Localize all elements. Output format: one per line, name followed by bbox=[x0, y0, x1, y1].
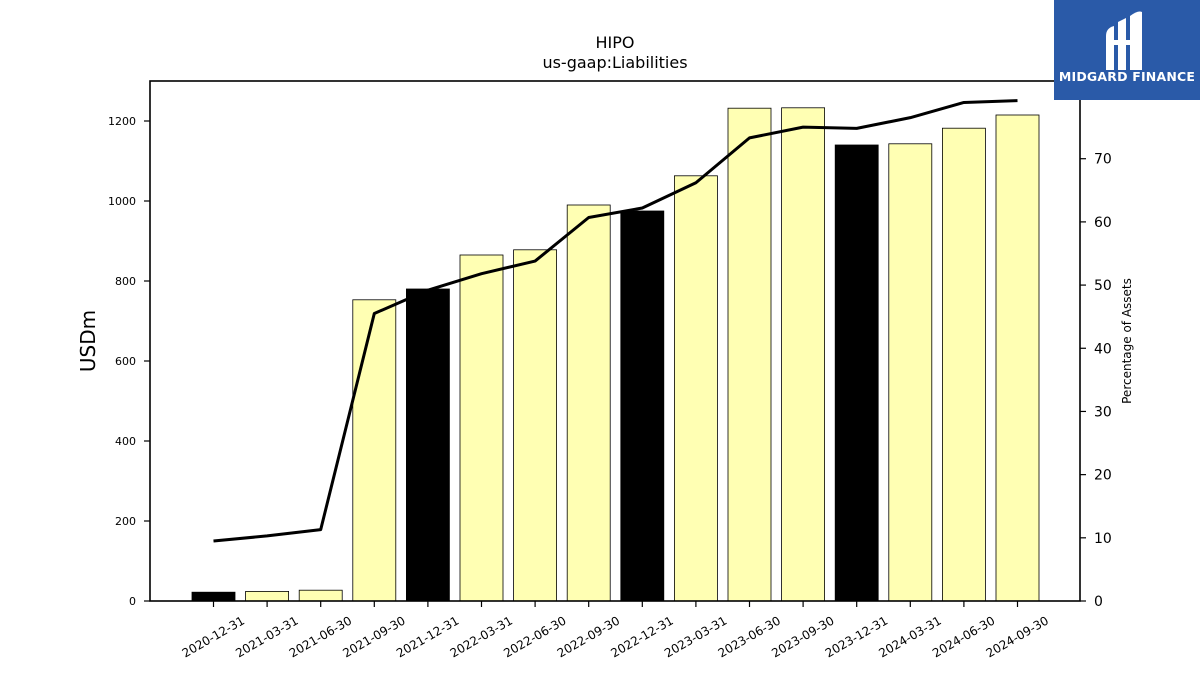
bar-2021-09-30 bbox=[352, 299, 397, 602]
bar-2022-03-31 bbox=[459, 254, 504, 602]
midgard-m-icon bbox=[1106, 11, 1142, 70]
y2-tick-label-10: 10 bbox=[1094, 531, 1112, 547]
brand-name: MIDGARD FINANCE bbox=[1058, 69, 1196, 84]
bar-2024-03-31 bbox=[888, 143, 933, 602]
y2-tick-label-60: 60 bbox=[1094, 215, 1112, 231]
y2-axis-label: Percentage of Assets bbox=[1120, 278, 1134, 404]
y2-tick-label-0: 0 bbox=[1094, 594, 1103, 610]
y-tick-label-1000: 1000 bbox=[108, 195, 136, 208]
bar-2021-06-30 bbox=[298, 589, 343, 602]
bar-2022-06-30 bbox=[513, 249, 557, 602]
bar-2021-03-31 bbox=[245, 591, 290, 602]
y2-tick-label-30: 30 bbox=[1094, 404, 1112, 420]
bar-2024-06-30 bbox=[942, 127, 986, 602]
bar-2020-12-31 bbox=[191, 591, 236, 602]
chart-subtitle: us-gaap:Liabilities bbox=[542, 53, 687, 72]
y2-tick-label-50: 50 bbox=[1094, 278, 1112, 294]
line-group bbox=[213, 99, 1018, 543]
y2-tick-label-20: 20 bbox=[1094, 468, 1112, 484]
y-tick-label-800: 800 bbox=[115, 275, 136, 288]
bar-2023-12-31 bbox=[834, 144, 879, 602]
bar-2023-03-31 bbox=[674, 175, 718, 602]
bar-2022-09-30 bbox=[566, 204, 611, 602]
brand-logo: MIDGARD FINANCE bbox=[1054, 0, 1200, 100]
chart-title: HIPO bbox=[596, 33, 635, 52]
y-tick-label-200: 200 bbox=[115, 515, 136, 528]
bar-2023-06-30 bbox=[727, 107, 772, 602]
line-percentage-of-assets bbox=[213, 99, 1018, 543]
bar-2023-09-30 bbox=[781, 107, 825, 602]
bar-2021-12-31 bbox=[405, 288, 450, 602]
plot-frame bbox=[149, 80, 1081, 602]
y-tick-label-0: 0 bbox=[129, 595, 136, 608]
y-axis-label: USDm bbox=[76, 310, 100, 372]
y-tick-label-1200: 1200 bbox=[108, 115, 136, 128]
y-tick-label-400: 400 bbox=[115, 435, 136, 448]
bar-group bbox=[191, 107, 1040, 602]
bar-2022-12-31 bbox=[620, 210, 665, 602]
y2-tick-label-70: 70 bbox=[1094, 152, 1112, 168]
bar-2024-09-30 bbox=[995, 114, 1040, 602]
y2-tick-label-40: 40 bbox=[1094, 341, 1112, 357]
y-tick-label-600: 600 bbox=[115, 355, 136, 368]
